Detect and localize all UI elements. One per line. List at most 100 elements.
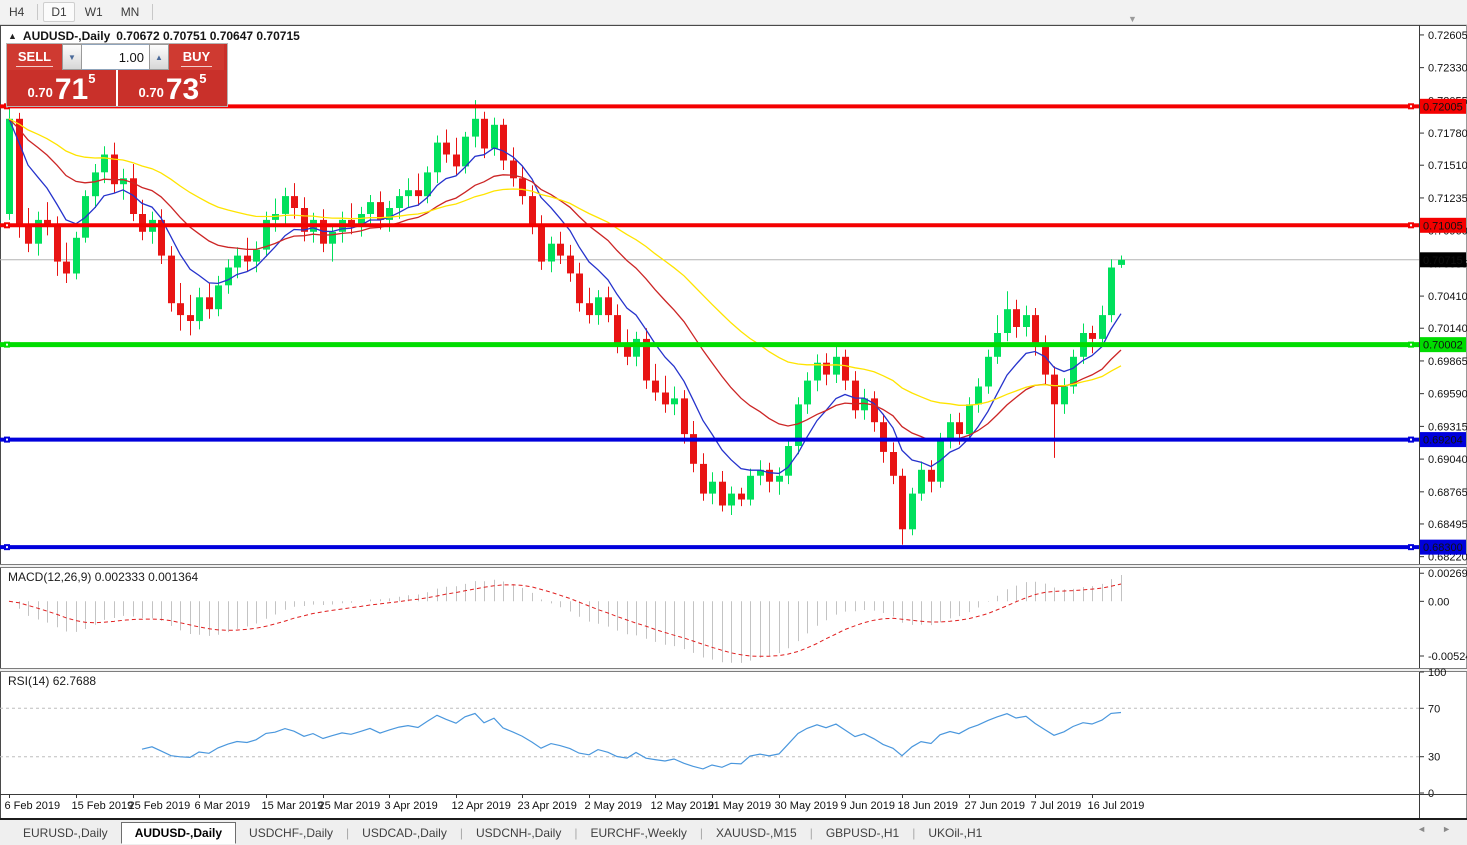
date-tick-label: 18 Jun 2019 [898, 800, 959, 812]
price-tick-label: 0.72605 [1428, 30, 1467, 42]
macd-signal-value: 0.001364 [148, 570, 199, 584]
candle-body [187, 315, 194, 321]
toolbar-separator [152, 4, 154, 20]
tab-usdcnh-daily[interactable]: USDCNH-,Daily [475, 825, 562, 840]
sell-price[interactable]: 0.70 71 5 [7, 70, 116, 106]
symbol-title: AUDUSD-,Daily [22, 29, 111, 43]
candle-body [263, 219, 270, 250]
candle-body [396, 196, 403, 208]
date-tick-label: 15 Mar 2019 [262, 800, 324, 812]
date-tick-label: 16 Jul 2019 [1088, 800, 1145, 812]
candle-body [985, 356, 992, 387]
candle-body [54, 225, 61, 262]
candle-body [557, 243, 564, 256]
volume-up-button[interactable]: ▲ [149, 44, 169, 70]
candle-body [44, 219, 51, 226]
rsi-tick-label: 30 [1428, 752, 1440, 764]
candle-body [424, 172, 431, 197]
candle-body [206, 297, 213, 310]
tab-separator: | [699, 825, 704, 840]
candle-body [918, 469, 925, 494]
toolbar-overflow-icon[interactable]: ▼ [1128, 14, 1137, 24]
candle-body [358, 214, 365, 226]
buy-button[interactable]: BUY [169, 44, 224, 70]
candle-body [681, 398, 688, 435]
candle-body [909, 493, 916, 530]
candle-body [1061, 386, 1068, 405]
candle-body [586, 303, 593, 316]
one-click-toggle-icon[interactable]: ▲ [8, 31, 17, 41]
candle-body [348, 219, 355, 226]
candle-body [747, 475, 754, 500]
line-handle-dot [1410, 343, 1412, 346]
candle-body [329, 231, 336, 244]
date-tick-label: 25 Feb 2019 [129, 800, 191, 812]
sell-button[interactable]: SELL [7, 44, 62, 70]
ma-line-40 [8, 118, 1122, 406]
timeframe-d1-button[interactable]: D1 [43, 2, 75, 22]
candle-body [861, 398, 868, 411]
tab-separator: | [459, 825, 463, 840]
tab-xauusd-m15[interactable]: XAUUSD-,M15 [716, 825, 797, 840]
candle-body [92, 172, 99, 197]
price-tag [1420, 98, 1466, 114]
price-tick-label: 0.69865 [1428, 356, 1467, 368]
tab-separator: | [912, 825, 916, 840]
date-tick-label: 12 May 2019 [651, 800, 715, 812]
spin-down-icon: ▼ [68, 52, 76, 62]
timeframe-mn-button[interactable]: MN [113, 2, 148, 22]
line-handle-dot [6, 224, 8, 227]
candle-body [928, 469, 935, 482]
line-handle-dot [6, 105, 8, 108]
candle-body [367, 202, 374, 214]
candle-body [1013, 309, 1020, 327]
tab-scroll-right-icon[interactable]: ► [1442, 824, 1451, 834]
date-tick-label: 2 May 2019 [585, 800, 642, 812]
tab-eurchf-weekly[interactable]: EURCHF-,Weekly [590, 825, 687, 840]
candle-body [35, 219, 42, 244]
candle-body [291, 196, 298, 208]
candle-body [548, 243, 555, 262]
macd-signal-line [8, 583, 1122, 657]
tab-usdchf-daily[interactable]: USDCHF-,Daily [249, 825, 334, 840]
candle-body [301, 208, 308, 232]
tab-gbpusd-h1[interactable]: GBPUSD-,H1 [825, 825, 900, 840]
buy-price[interactable]: 0.70 73 5 [116, 70, 227, 106]
price-scale[interactable]: 0.726050.723300.720550.717800.715100.712… [1419, 25, 1467, 818]
candle-body [453, 154, 460, 167]
buy-price-pip: 5 [199, 71, 207, 86]
tab-usdcad-daily[interactable]: USDCAD-,Daily [362, 825, 447, 840]
candle-body [567, 255, 574, 274]
price-tick-label: 0.69315 [1428, 421, 1467, 433]
price-tag [1420, 217, 1466, 233]
candle-body [73, 237, 80, 274]
candle-body [282, 196, 289, 214]
buy-button-label: BUY [180, 48, 213, 67]
macd-tick-label: -0.005242 [1428, 651, 1467, 663]
candle-body [899, 475, 906, 530]
tab-ukoil-h1[interactable]: UKOil-,H1 [928, 825, 983, 840]
candle-body [966, 404, 973, 435]
volume-field[interactable] [82, 44, 149, 70]
buy-price-big: 73 [165, 73, 200, 106]
candle-body [728, 493, 735, 506]
sell-button-label: SELL [15, 48, 54, 67]
candle-body [101, 154, 108, 173]
line-handle-dot [6, 343, 8, 346]
candle-body [16, 118, 23, 226]
tab-eurusd-daily[interactable]: EURUSD-,Daily [23, 825, 108, 840]
rsi-line [141, 711, 1122, 770]
timeframe-w1-button[interactable]: W1 [77, 2, 111, 22]
tab-audusd-daily[interactable]: AUDUSD-,Daily [120, 821, 237, 844]
volume-down-button[interactable]: ▼ [62, 44, 82, 70]
timeframe-h4-button[interactable]: H4 [1, 2, 32, 22]
tab-scroll-left-icon[interactable]: ◄ [1417, 824, 1427, 834]
candle-body [975, 386, 982, 405]
rsi-tick-label: 70 [1428, 703, 1440, 715]
price-tag-label: 0.72005 [1423, 101, 1463, 113]
date-tick-label: 21 May 2019 [708, 800, 772, 812]
candle-body [234, 255, 241, 268]
rsi-label: RSI(14) 62.7688 [8, 674, 97, 688]
